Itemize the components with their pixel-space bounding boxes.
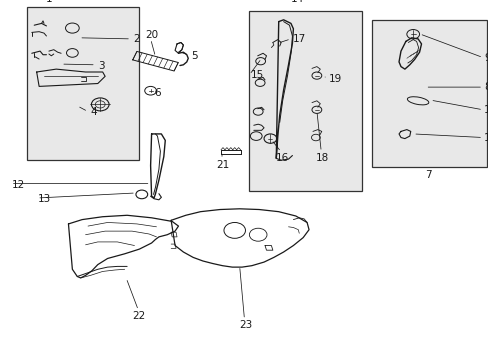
Text: 6: 6 <box>154 88 161 98</box>
Text: 12: 12 <box>12 180 25 190</box>
Text: 7: 7 <box>425 170 431 180</box>
Text: 2: 2 <box>133 34 140 44</box>
Text: 8: 8 <box>483 82 488 92</box>
Text: 21: 21 <box>216 160 229 170</box>
Text: 4: 4 <box>90 107 97 117</box>
Text: 16: 16 <box>275 153 289 163</box>
Text: 15: 15 <box>250 70 263 80</box>
Bar <box>249 11 361 191</box>
Text: 13: 13 <box>38 194 51 204</box>
Text: 20: 20 <box>145 30 158 40</box>
Text: 14: 14 <box>290 0 304 4</box>
Text: 18: 18 <box>315 153 329 163</box>
Text: 19: 19 <box>328 74 342 84</box>
Text: 10: 10 <box>483 105 488 115</box>
Text: 11: 11 <box>483 132 488 143</box>
Text: 1: 1 <box>45 0 52 4</box>
Text: 5: 5 <box>190 51 197 61</box>
Text: 22: 22 <box>132 311 146 321</box>
Text: 9: 9 <box>483 53 488 63</box>
Text: 17: 17 <box>292 34 305 44</box>
Text: 23: 23 <box>238 320 252 330</box>
Text: 3: 3 <box>98 60 104 71</box>
Bar <box>371 20 486 167</box>
Bar <box>27 7 139 160</box>
